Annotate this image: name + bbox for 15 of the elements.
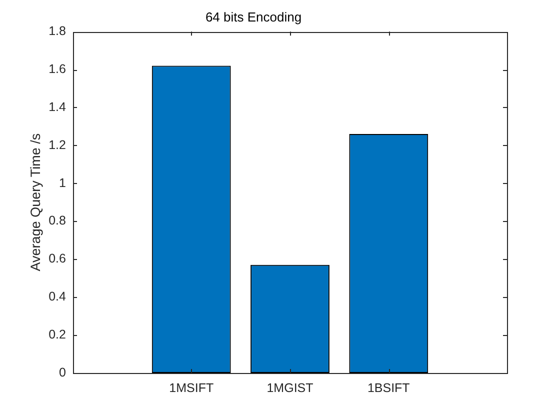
y-tick-label: 1: [59, 176, 66, 190]
chart-title: 64 bits Encoding: [205, 9, 302, 24]
y-tick-label: 1.6: [48, 62, 66, 76]
y-axis-title: Average Query Time /s: [28, 133, 43, 272]
y-tick-label: 0.6: [48, 252, 66, 266]
y-tick-label: 0.2: [48, 328, 66, 342]
y-tick-label: 1.8: [48, 24, 66, 38]
x-tick-label: 1BSIFT: [367, 380, 410, 395]
x-tick-label: 1MGIST: [266, 380, 314, 395]
x-tick-label: 1MSIFT: [169, 380, 214, 395]
y-tick-label: 1.4: [48, 100, 66, 114]
y-tick-label: 0: [59, 365, 66, 380]
y-tick-label: 0.8: [48, 214, 66, 228]
y-tick-label: 1.2: [48, 138, 66, 152]
y-tick-label: 0.4: [48, 290, 66, 304]
